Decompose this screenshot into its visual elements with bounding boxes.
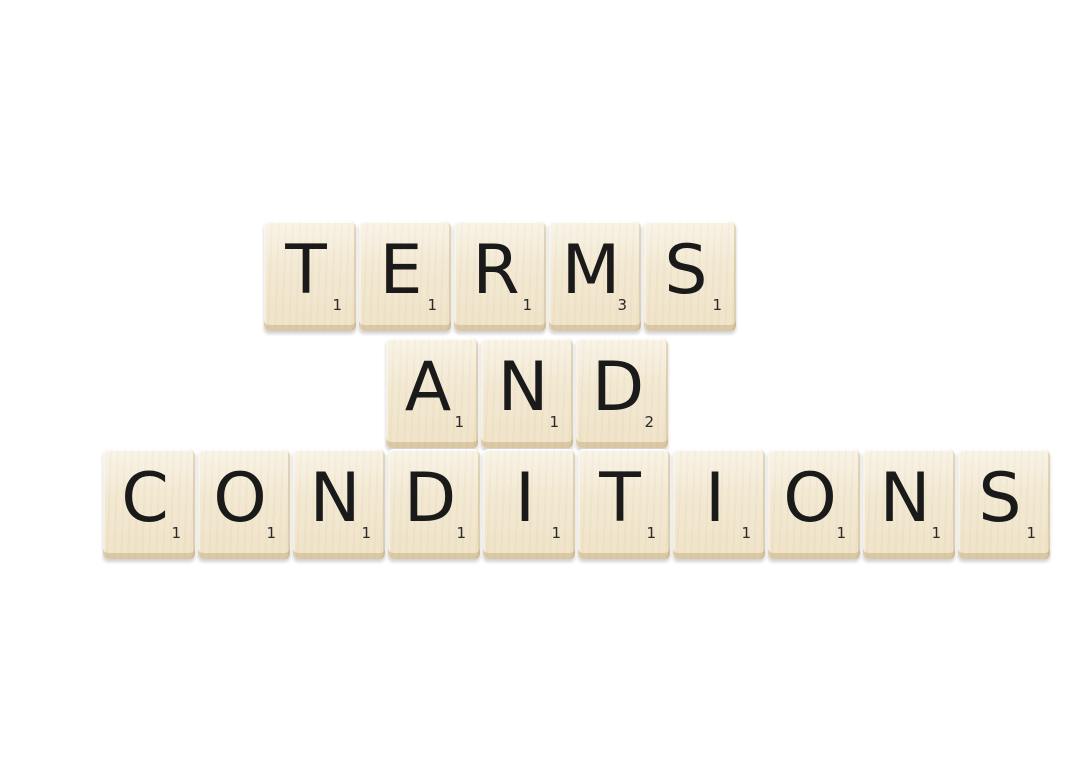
tile-letter: O: [783, 459, 837, 538]
letter-tile: S 1: [644, 221, 736, 331]
tile-letter: I: [514, 459, 536, 538]
letter-tile: O 1: [198, 449, 290, 559]
tile-letter: M: [561, 231, 621, 310]
tile-letter: N: [309, 459, 361, 538]
tile-score: 1: [549, 413, 559, 431]
letter-tile: O 1: [768, 449, 860, 559]
tile-score: 1: [522, 296, 532, 314]
word-and: A 1 N 1 D 2: [386, 338, 668, 448]
letter-tile: E 1: [359, 221, 451, 331]
letter-tile: I 1: [673, 449, 765, 559]
tile-score: 1: [454, 413, 464, 431]
tile-score: 1: [712, 296, 722, 314]
tile-letter: R: [472, 231, 520, 310]
letter-tile: R 1: [454, 221, 546, 331]
word-conditions: C 1 O 1 N 1 D 1 I 1 T 1 I 1 O 1: [103, 449, 1050, 559]
tile-score: 3: [617, 296, 627, 314]
word-terms: T 1 E 1 R 1 M 3 S 1: [264, 221, 736, 331]
letter-tile: T 1: [264, 221, 356, 331]
tile-score: 2: [644, 413, 654, 431]
tile-letter: A: [404, 348, 452, 427]
letter-tile: N 1: [863, 449, 955, 559]
tile-score: 1: [171, 524, 181, 542]
tile-score: 1: [332, 296, 342, 314]
letter-tile: I 1: [483, 449, 575, 559]
letter-tile: A 1: [386, 338, 478, 448]
tile-letter: D: [591, 348, 645, 427]
letter-tile: T 1: [578, 449, 670, 559]
tile-score: 1: [266, 524, 276, 542]
tile-letter: C: [121, 459, 169, 538]
tile-letter: N: [879, 459, 931, 538]
tile-score: 1: [551, 524, 561, 542]
letter-tile: N 1: [293, 449, 385, 559]
tile-score: 1: [836, 524, 846, 542]
tile-letter: S: [978, 459, 1022, 538]
tile-score: 1: [1026, 524, 1036, 542]
tile-letter: S: [664, 231, 708, 310]
tile-letter: T: [285, 231, 327, 310]
tile-letter: I: [704, 459, 726, 538]
letter-tile: D 2: [576, 338, 668, 448]
tile-letter: N: [497, 348, 549, 427]
letter-tile: S 1: [958, 449, 1050, 559]
tile-letter: O: [213, 459, 267, 538]
letter-tile: C 1: [103, 449, 195, 559]
tile-letter: D: [403, 459, 457, 538]
tile-letter: T: [599, 459, 641, 538]
tile-score: 1: [456, 524, 466, 542]
tile-score: 1: [741, 524, 751, 542]
tile-score: 1: [427, 296, 437, 314]
tile-score: 1: [361, 524, 371, 542]
tile-score: 1: [646, 524, 656, 542]
letter-tile: N 1: [481, 338, 573, 448]
tile-letter: E: [379, 231, 423, 310]
tile-score: 1: [931, 524, 941, 542]
letter-tile: M 3: [549, 221, 641, 331]
letter-tile: D 1: [388, 449, 480, 559]
